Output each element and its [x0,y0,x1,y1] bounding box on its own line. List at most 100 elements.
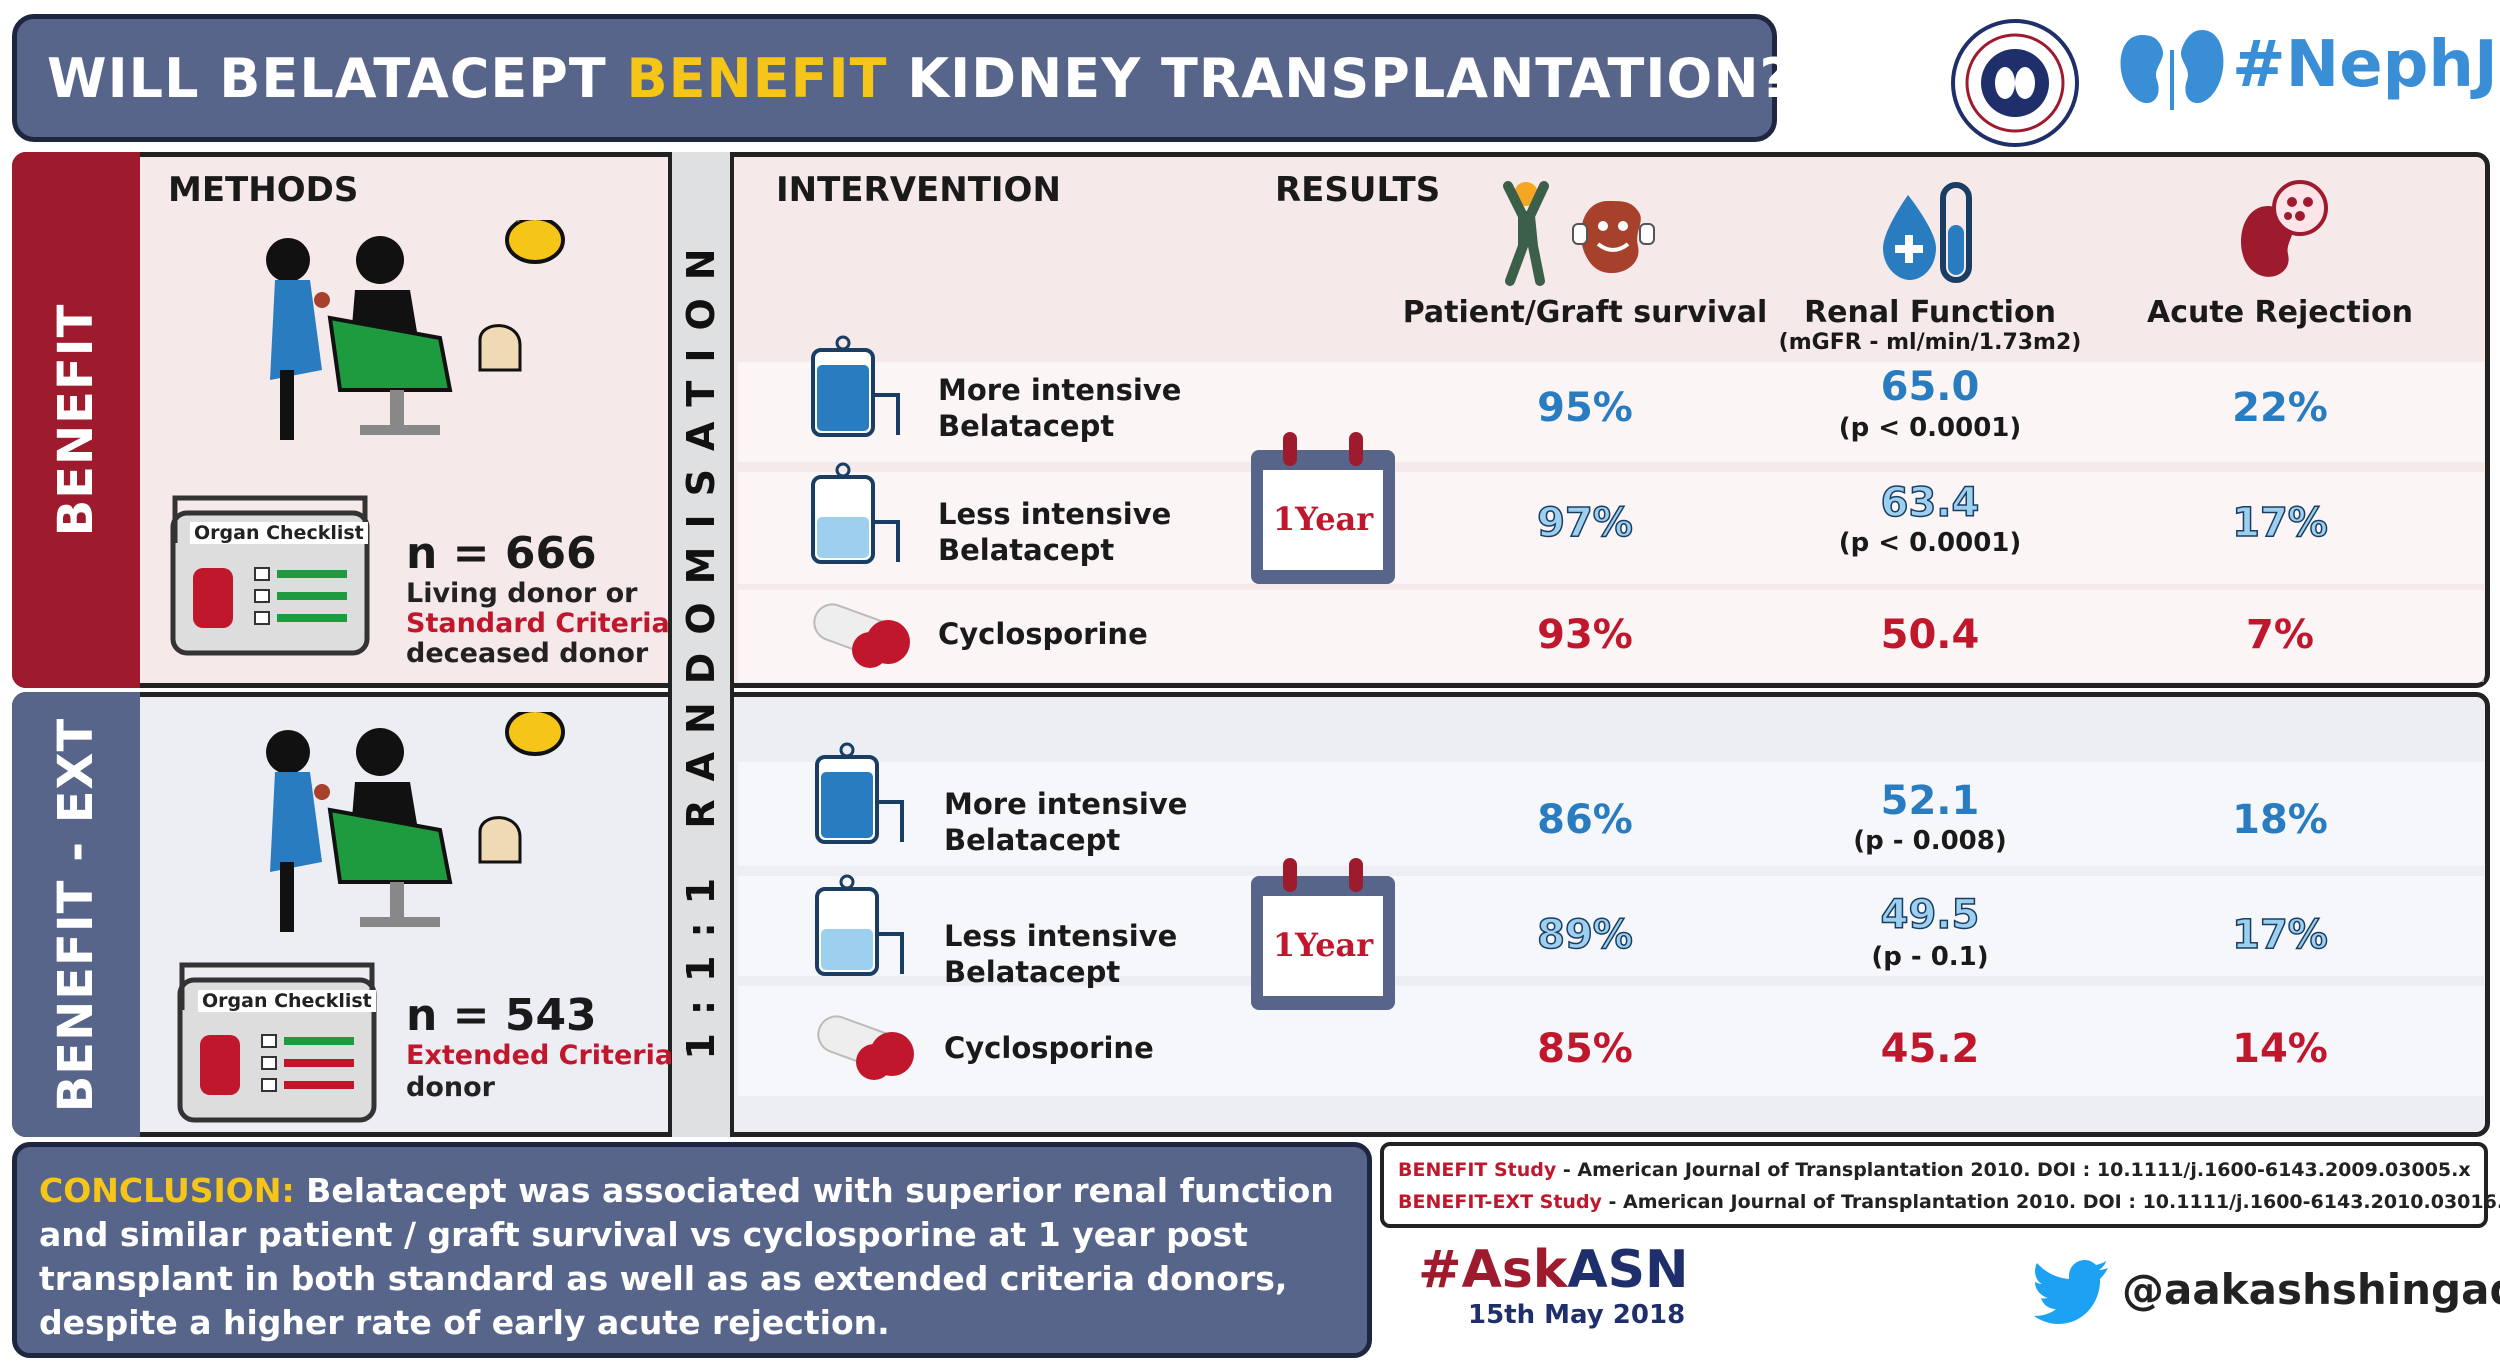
reference-line: BENEFIT Study - American Journal of Tran… [1398,1154,2471,1186]
methods-heading: METHODS [168,170,359,210]
row-label-line2: Belatacept [944,823,1121,857]
results-heading: RESULTS [1275,170,1441,210]
calendar-label: 1Year [1272,500,1374,538]
iv-bag-partial-icon [811,462,900,564]
benefit-ext-tab: BENEFIT - EXT [12,692,140,1137]
row-label-line2: Belatacept [944,955,1121,989]
col-renal-unit: (mGFR - ml/min/1.73m2) [1778,330,2082,355]
result-band [738,762,2484,866]
calendar-icon [1251,858,1395,1010]
organ-checklist-icon [177,962,377,1123]
conclusion-text: Belatacept was associated with superior … [39,1171,1334,1342]
benefit-row3-renal: 50.4 [1880,612,1980,658]
benefit-ext-tab-label: BENEFIT - EXT [48,717,104,1112]
capsule-pill-icon [813,603,910,668]
organ-checklist-title: Organ Checklist [198,990,376,1012]
page-title: WILL BELATACEPT BENEFIT KIDNEY TRANSPLAN… [47,47,1792,110]
intervention-heading: INTERVENTION [776,170,1061,210]
ext-row1-pvalue: (p - 0.008) [1853,826,2007,856]
ext-row3-rejection: 14% [2232,1026,2328,1072]
ext-row1-survival: 86% [1537,797,1633,843]
title-part2: KIDNEY TRANSPLANTATION? [887,46,1792,110]
ext-row3-renal: 45.2 [1880,1026,1980,1072]
organ-checklist-title: Organ Checklist [190,522,368,544]
references-box: BENEFIT Study - American Journal of Tran… [1380,1142,2500,1228]
result-band [738,986,2484,1096]
ext-row2-pvalue: (p - 0.1) [1871,942,1989,972]
benefit-tab: BENEFIT [12,152,140,688]
title-highlight: BENEFIT [626,46,888,110]
ext-donor-line1: Extended Criteria [406,1040,674,1071]
ext-row3-label: Cyclosporine [944,1031,1154,1065]
benefit-row2-label: Less intensive Belatacept [938,496,1171,568]
twitter-icon [2034,1260,2108,1324]
ext-row2-survival: 89% [1536,911,1633,959]
benefit-row1-survival: 95% [1537,385,1633,431]
result-band [738,472,2484,584]
col-renal: Renal Function [1804,295,2056,330]
ext-row2-renal: 49.5 [1880,891,1980,939]
iv-bag-partial-icon [815,874,904,976]
patient-graft-survival-icon [1503,181,1655,286]
askasn-part2: ASN [1567,1240,1689,1300]
conclusion-key: CONCLUSION: [39,1171,295,1210]
benefit-row2-renal: 63.4 [1880,479,1980,527]
reference-label: BENEFIT-EXT Study [1398,1191,1602,1213]
row-label-line1: Less intensive [944,919,1178,953]
surgery-illustration [266,712,565,932]
benefit-row1-pvalue: (p < 0.0001) [1838,413,2022,443]
reference-text: - American Journal of Transplantation 20… [1601,1191,2500,1213]
ext-n: n = 543 [406,990,597,1041]
nephjc-hashtag: #NephJC [2232,28,2500,102]
iv-bag-full-icon [815,742,904,844]
organ-checklist-icon [170,495,370,656]
conclusion-box: CONCLUSION: Belatacept was associated wi… [12,1142,1372,1358]
nephrology-seal-logo [1951,19,2079,147]
result-band [738,876,2484,976]
ext-donor-line2: donor [406,1072,495,1103]
row-label-line2: Belatacept [938,533,1115,567]
reference-line: BENEFIT-EXT Study - American Journal of … [1398,1186,2500,1218]
ext-row1-renal: 52.1 [1880,778,1980,824]
title-banner: WILL BELATACEPT BENEFIT KIDNEY TRANSPLAN… [12,14,1791,142]
benefit-row1-rejection: 22% [2232,385,2328,431]
ext-row3-survival: 85% [1537,1026,1633,1072]
ext-row2-label: Less intensive Belatacept [944,918,1177,990]
calendar-label: 1Year [1272,926,1374,964]
row-label-line1: More intensive [938,373,1182,407]
iv-bag-full-icon [811,335,900,437]
result-band [738,362,2484,462]
benefit-row2-survival: 97% [1536,499,1633,547]
ext-row1-label: More intensive Belatacept [944,786,1187,858]
col-survival: Patient/Graft survival [1402,295,1768,330]
benefit-row3-label: Cyclosporine [938,617,1148,651]
surgery-illustration [266,220,565,440]
benefit-row3-survival: 93% [1537,612,1633,658]
reference-label: BENEFIT Study [1398,1159,1557,1181]
twitter-handle: @aakashshingada [2122,1265,2500,1314]
askasn-hashtag: #AskASN [1418,1240,1689,1300]
benefit-donor-line1: Living donor or [406,578,638,609]
benefit-row3-rejection: 7% [2246,612,2314,658]
benefit-n: n = 666 [406,528,597,579]
col-rejection: Acute Rejection [2147,295,2413,330]
benefit-row2-pvalue: (p < 0.0001) [1838,528,2022,558]
randomisation-strip: 1:1:1 RANDOMISATION [668,152,734,1137]
acute-rejection-icon [2241,180,2328,277]
ext-row1-rejection: 18% [2232,797,2328,843]
kidney-pair-icon [2120,30,2224,110]
ext-row2-rejection: 17% [2231,911,2328,959]
randomisation-label: 1:1:1 RANDOMISATION [679,229,723,1060]
row-label-line1: More intensive [944,787,1188,821]
benefit-donor-line3: deceased donor [406,638,649,669]
reference-text: - American Journal of Transplantation 20… [1556,1159,2471,1181]
askasn-part1: #Ask [1418,1240,1568,1300]
capsule-pill-icon [817,1015,914,1080]
result-band [738,590,2484,682]
row-label-line2: Belatacept [938,409,1115,443]
benefit-row2-rejection: 17% [2231,499,2328,547]
benefit-donor-line2: Standard Criteria [406,608,670,639]
benefit-tab-label: BENEFIT [48,303,104,537]
benefit-row1-renal: 65.0 [1880,364,1980,410]
row-label-line1: Less intensive [938,497,1172,531]
